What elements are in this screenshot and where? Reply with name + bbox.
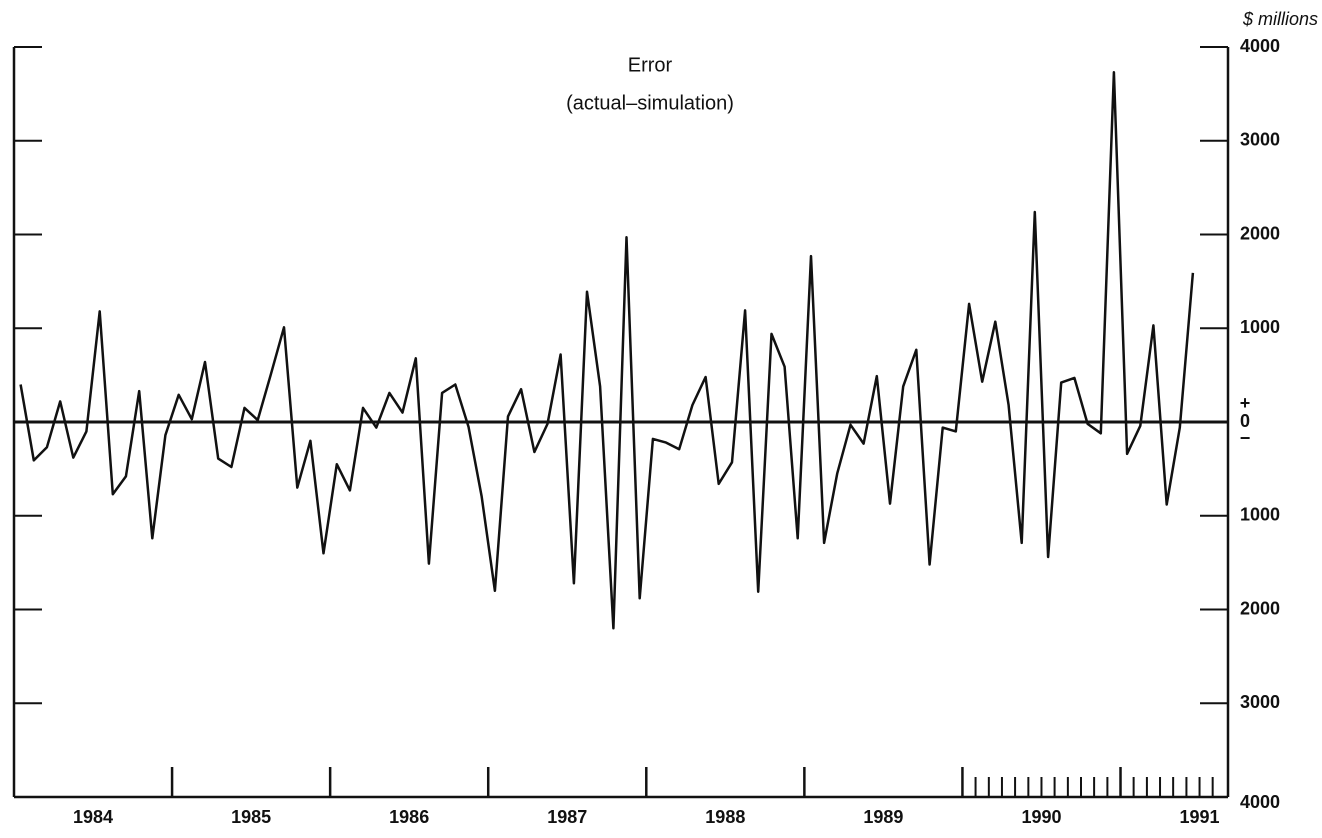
y-axis-label: $ millions (1242, 9, 1318, 29)
x-tick-label: 1989 (863, 807, 903, 827)
x-tick-label: 1991 (1180, 807, 1220, 827)
y-tick-label: 2000 (1240, 223, 1280, 243)
y-tick-label: 1000 (1240, 317, 1280, 337)
y-tick-label: 2000 (1240, 598, 1280, 618)
y-tick-label: 4000 (1240, 36, 1280, 56)
chart-subtitle: (actual–simulation) (566, 92, 734, 114)
x-tick-label: 1990 (1021, 807, 1061, 827)
y-tick-label: 3000 (1240, 692, 1280, 712)
zero-plus-label: + (1240, 393, 1251, 413)
x-tick-label: 1988 (705, 807, 745, 827)
y-tick-label: 0 (1240, 411, 1250, 431)
y-tick-label: 1000 (1240, 505, 1280, 525)
x-tick-label: 1986 (389, 807, 429, 827)
chart-title: Error (628, 54, 673, 76)
y-tick-label: 4000 (1240, 792, 1280, 812)
x-tick-label: 1987 (547, 807, 587, 827)
data-line (19, 71, 1195, 630)
zero-minus-label: − (1240, 428, 1251, 448)
y-tick-label: 3000 (1240, 130, 1280, 150)
x-tick-label: 1985 (231, 807, 271, 827)
x-tick-label: 1984 (73, 807, 113, 827)
